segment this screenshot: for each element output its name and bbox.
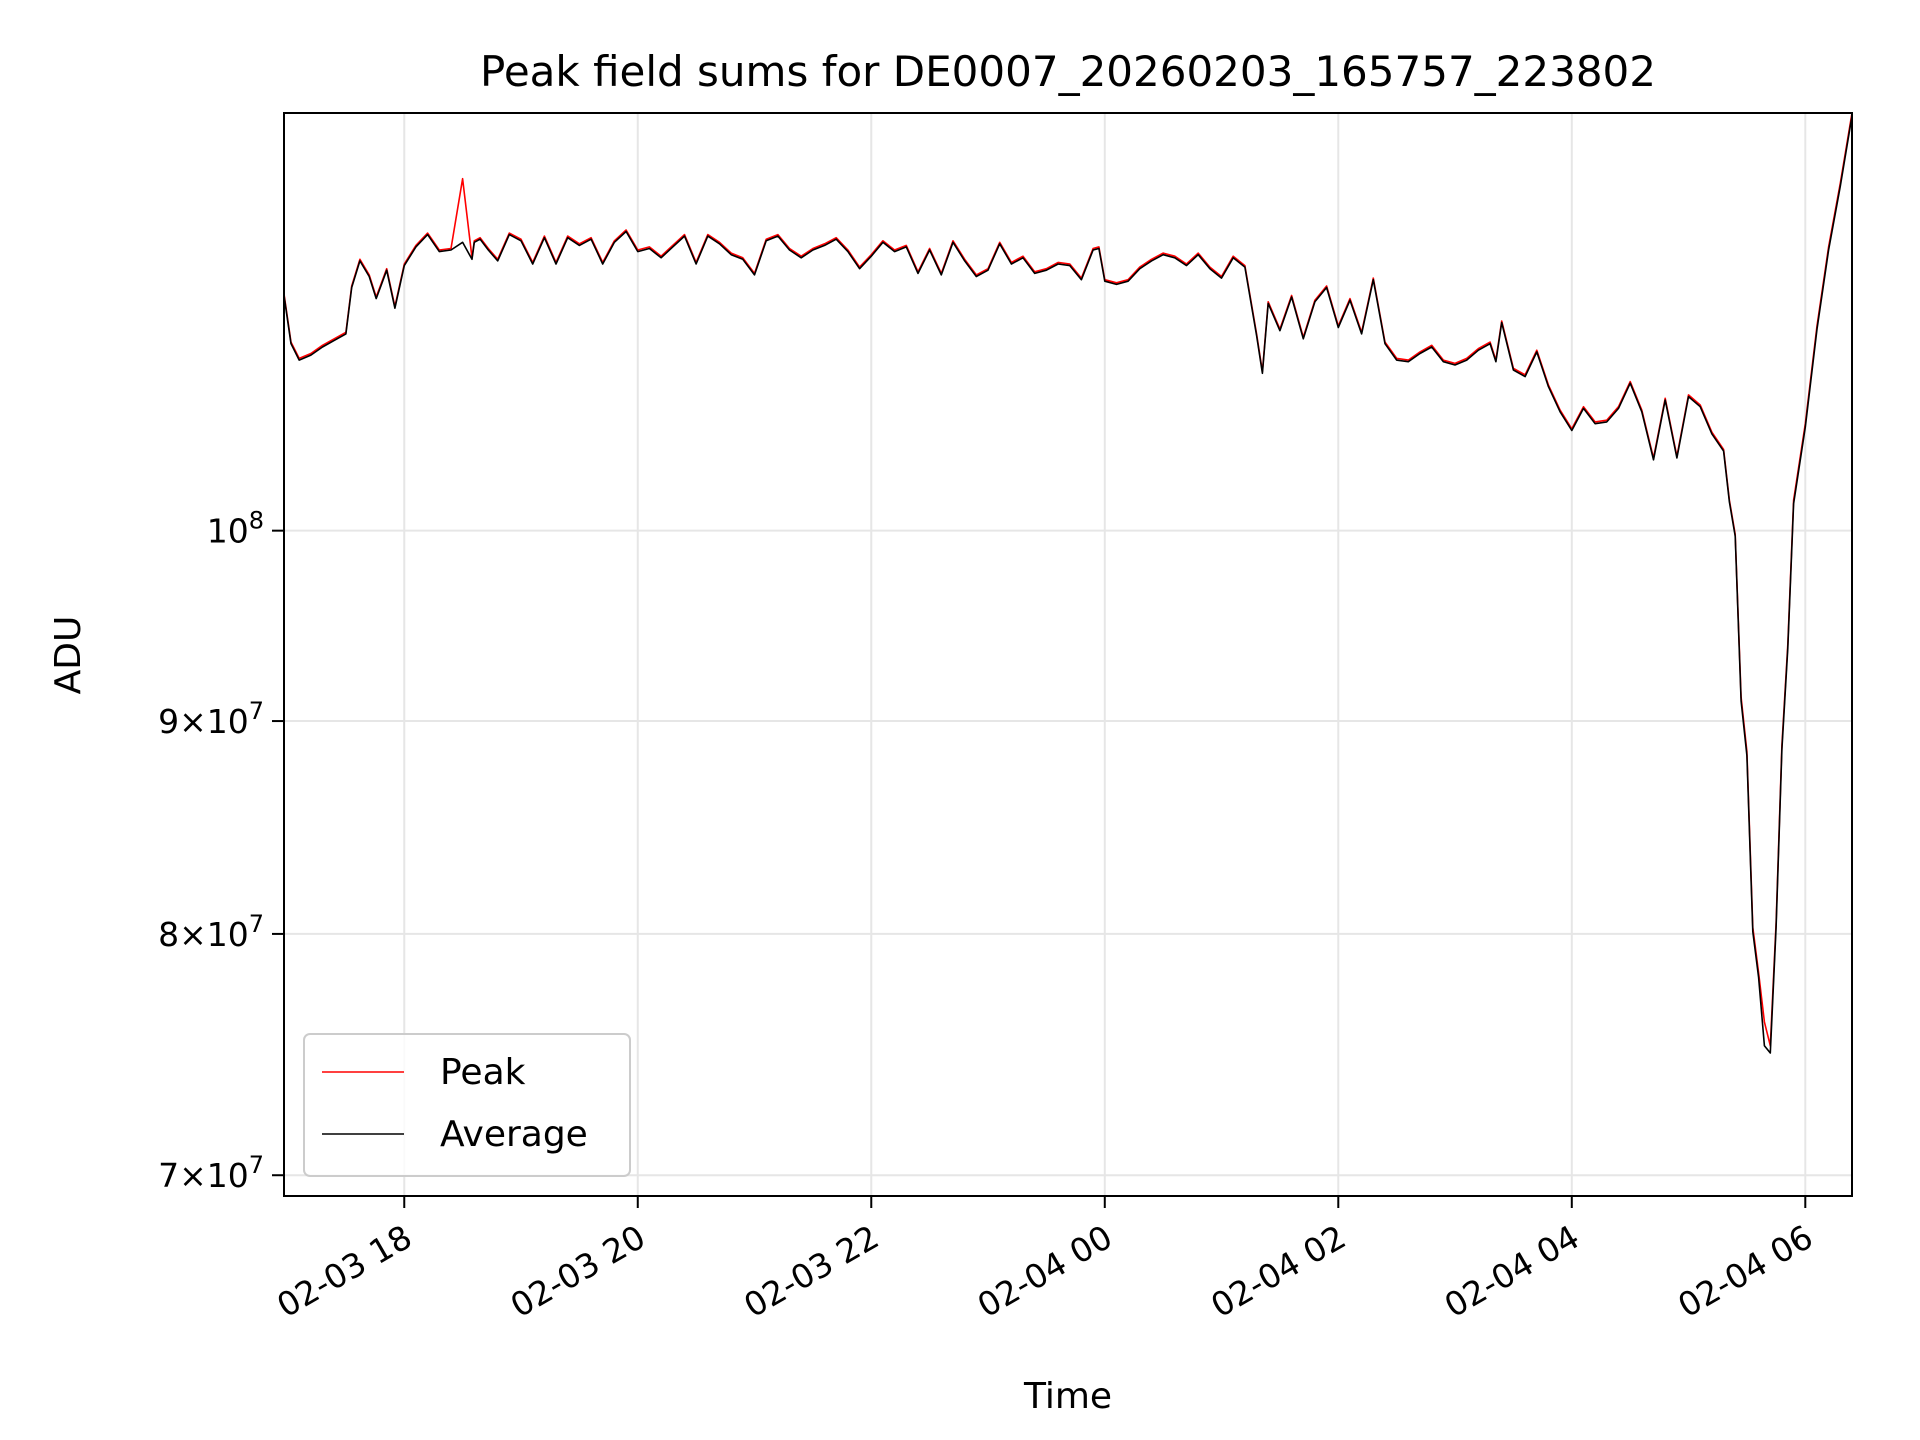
plot-frame bbox=[283, 112, 1853, 1197]
grid bbox=[284, 113, 1852, 1196]
legend-box bbox=[303, 1033, 631, 1177]
legend-label-average: Average bbox=[440, 1114, 588, 1155]
y-axis: 7×107 8×107 9×107 108 bbox=[158, 507, 284, 1195]
y-tick-label: 9×107 bbox=[158, 697, 264, 741]
y-axis-label: ADU bbox=[48, 616, 89, 695]
y-tick-label: 8×107 bbox=[158, 910, 264, 954]
y-tick-label: 7×107 bbox=[158, 1151, 264, 1195]
y-tick-label: 108 bbox=[207, 507, 264, 551]
x-axis-label: Time bbox=[1023, 1376, 1112, 1417]
chart-title: Peak field sums for DE0007_20260203_1657… bbox=[480, 47, 1656, 96]
legend-label-peak: Peak bbox=[440, 1052, 526, 1093]
legend: Peak Average bbox=[303, 1033, 631, 1177]
series-line-average bbox=[284, 115, 1852, 1054]
series-layer bbox=[284, 113, 1852, 1054]
